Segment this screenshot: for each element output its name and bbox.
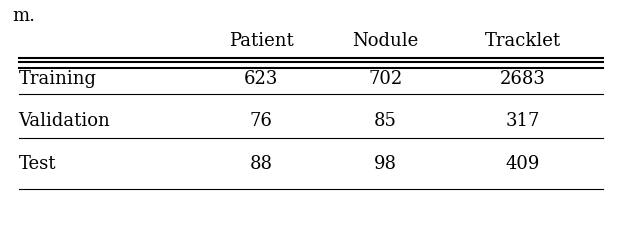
Text: Patient: Patient <box>229 32 294 50</box>
Text: m.: m. <box>12 7 35 25</box>
Text: Validation: Validation <box>19 111 111 129</box>
Text: Tracklet: Tracklet <box>485 32 560 50</box>
Text: Test: Test <box>19 155 56 173</box>
Text: Nodule: Nodule <box>353 32 419 50</box>
Text: 2683: 2683 <box>499 70 545 88</box>
Text: 88: 88 <box>250 155 272 173</box>
Text: 317: 317 <box>505 111 540 129</box>
Text: 85: 85 <box>374 111 397 129</box>
Text: 409: 409 <box>505 155 540 173</box>
Text: 76: 76 <box>250 111 272 129</box>
Text: 702: 702 <box>368 70 403 88</box>
Text: 98: 98 <box>374 155 397 173</box>
Text: Training: Training <box>19 70 96 88</box>
Text: 623: 623 <box>244 70 279 88</box>
